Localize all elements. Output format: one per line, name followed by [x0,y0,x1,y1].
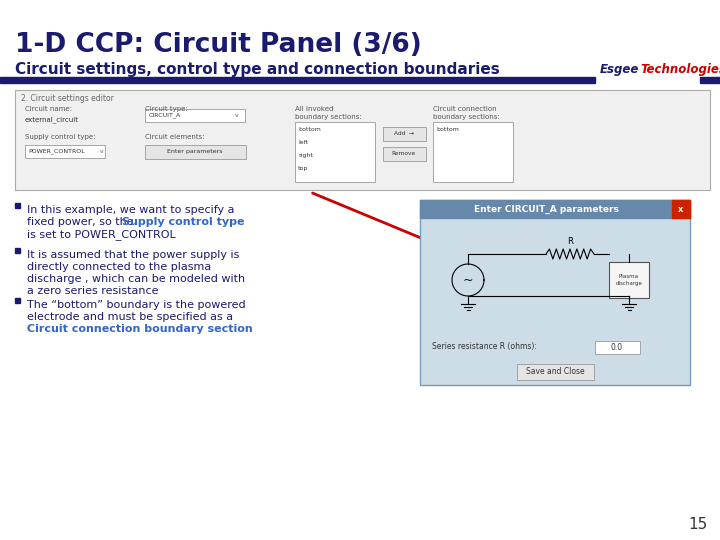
FancyBboxPatch shape [382,126,426,140]
Text: Circuit elements:: Circuit elements: [145,134,204,140]
Bar [295,122,375,182]
Bar [433,122,513,182]
Bar [15,248,20,253]
Bar [672,200,690,218]
Bar [420,200,690,218]
FancyBboxPatch shape [145,145,246,159]
Text: Circuit type:: Circuit type: [145,106,188,112]
Text: top: top [298,166,308,171]
Bar [15,298,20,303]
Text: Remove: Remove [392,151,416,156]
Text: Supply control type: Supply control type [122,217,245,227]
Text: a zero series resistance: a zero series resistance [27,286,158,296]
Text: x: x [678,205,684,213]
Text: boundary sections:: boundary sections: [295,114,361,120]
Bar [145,109,245,122]
Text: The “bottom” boundary is the powered: The “bottom” boundary is the powered [27,300,246,310]
Bar [15,203,20,208]
Text: discharge: discharge [616,281,642,287]
Text: 15: 15 [689,517,708,532]
Text: Circuit name:: Circuit name: [25,106,72,112]
Text: Plasma: Plasma [619,273,639,279]
FancyBboxPatch shape [420,200,690,385]
Text: It is assumed that the power supply is: It is assumed that the power supply is [27,250,239,260]
Text: Add  →: Add → [394,131,414,136]
Text: All invoked: All invoked [295,106,333,112]
Text: Circuit settings, control type and connection boundaries: Circuit settings, control type and conne… [15,62,500,77]
Bar [0,77,595,83]
Text: Circuit connection: Circuit connection [433,106,497,112]
Text: In this example, we want to specify a: In this example, we want to specify a [27,205,235,215]
Text: bottom: bottom [436,127,459,132]
Text: right: right [298,153,313,158]
Bar [25,145,105,158]
Bar [700,77,720,83]
Text: boundary sections:: boundary sections: [433,114,500,120]
Text: Circuit connection boundary section: Circuit connection boundary section [27,324,253,334]
Text: Enter parameters: Enter parameters [167,149,222,154]
Text: bottom: bottom [298,127,321,132]
Text: v: v [100,149,104,154]
Text: 2. Circuit settings editor: 2. Circuit settings editor [21,94,114,103]
Text: Esgee: Esgee [600,63,639,76]
Text: Save and Close: Save and Close [526,367,585,375]
FancyBboxPatch shape [382,146,426,160]
FancyBboxPatch shape [516,363,593,380]
Text: external_circuit: external_circuit [25,116,79,123]
Text: discharge , which can be modeled with: discharge , which can be modeled with [27,274,245,284]
Text: Enter CIRCUIT_A parameters: Enter CIRCUIT_A parameters [474,205,618,214]
Text: CIRCUIT_A: CIRCUIT_A [149,113,181,118]
Text: ~: ~ [463,273,473,287]
Text: v: v [235,113,239,118]
Text: R: R [567,237,573,246]
Text: Technologies: Technologies [640,63,720,76]
Text: is set to POWER_CONTROL: is set to POWER_CONTROL [27,229,176,240]
Text: directly connected to the plasma: directly connected to the plasma [27,262,211,272]
Text: POWER_CONTROL: POWER_CONTROL [28,148,85,154]
Text: 0.0: 0.0 [611,342,623,352]
Text: 1-D CCP: Circuit Panel (3/6): 1-D CCP: Circuit Panel (3/6) [15,32,422,58]
Text: Supply control type:: Supply control type: [25,134,96,140]
Bar [609,262,649,298]
FancyArrowPatch shape [312,193,444,248]
Text: fixed power, so the: fixed power, so the [27,217,137,227]
Text: Series resistance R (ohms):: Series resistance R (ohms): [432,342,537,352]
Text: electrode and must be specified as a: electrode and must be specified as a [27,312,233,322]
Text: left: left [298,140,308,145]
FancyBboxPatch shape [15,90,710,190]
Bar [595,341,640,354]
